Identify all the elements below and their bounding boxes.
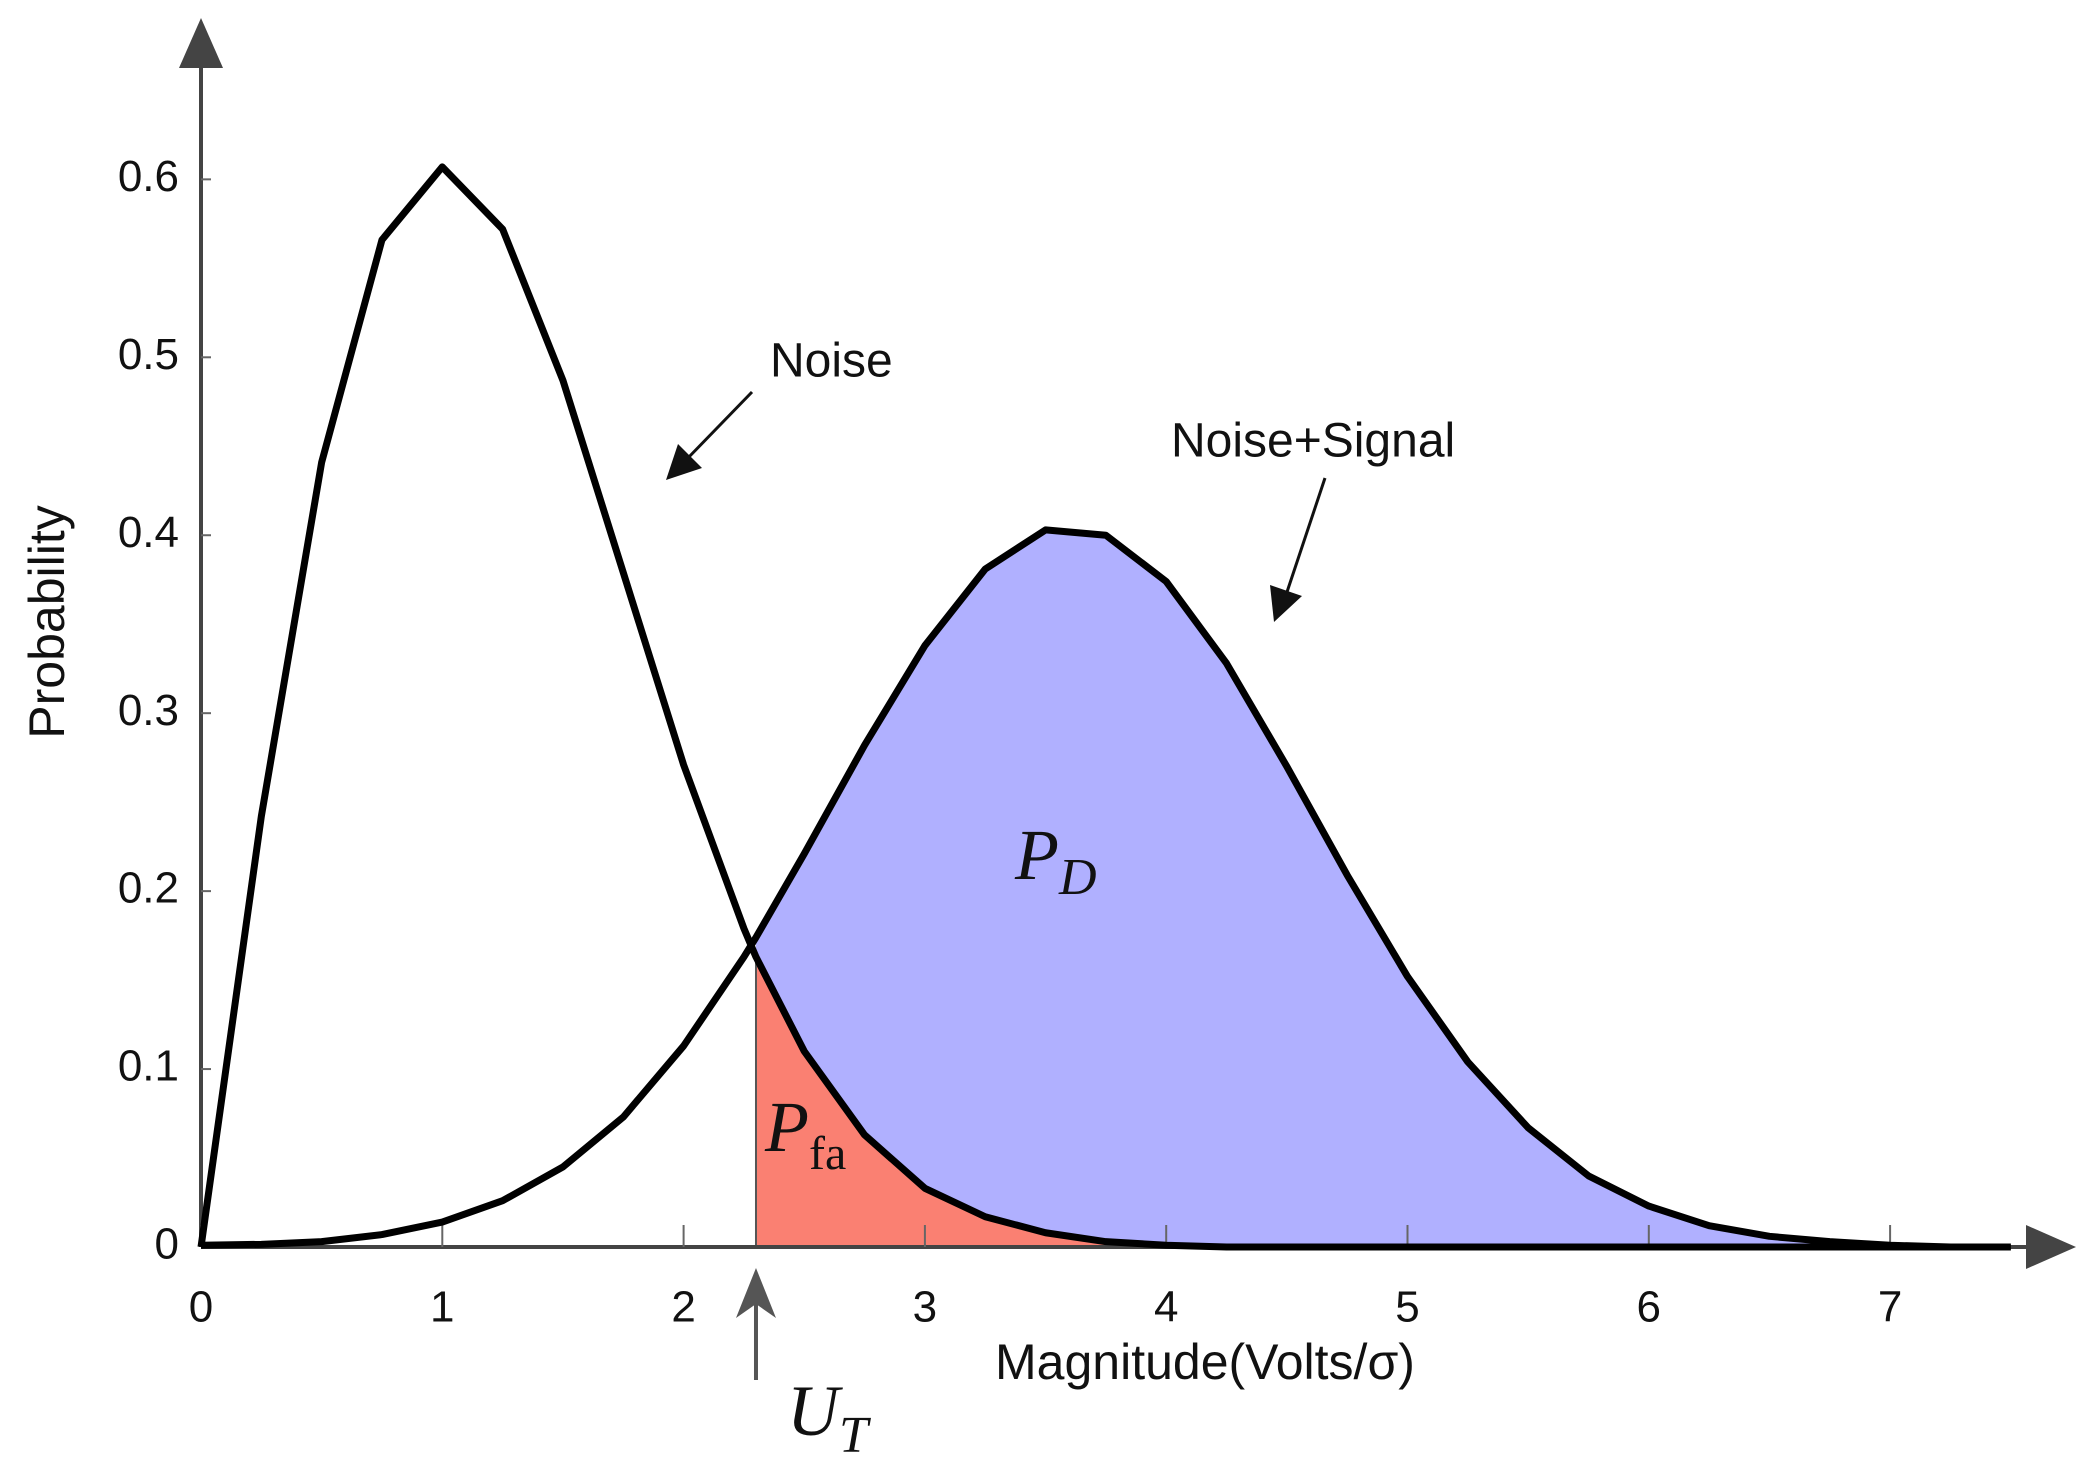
y-tick-label: 0.4 (118, 508, 179, 557)
curve (200, 526, 2011, 1251)
y-tick-label: 0.5 (118, 330, 179, 379)
signal-arrow (1284, 477, 1327, 596)
x-axis-arrow (2026, 1225, 2076, 1269)
noise-arrow (684, 390, 754, 462)
false-alarm-area (755, 956, 2011, 1247)
pfa-label: Pfa (764, 1087, 846, 1181)
x-tick-label: 0 (189, 1283, 213, 1332)
signal-annotation: Noise+Signal (1171, 415, 1455, 468)
y-tick-label: 0.1 (118, 1042, 179, 1091)
noise-arrowhead (666, 444, 702, 480)
x-axis-label: Magnitude(Volts/σ) (995, 1334, 1415, 1390)
x-tick-label: 1 (430, 1283, 454, 1332)
fills (755, 529, 2011, 1247)
y-tick-label: 0.3 (118, 686, 179, 735)
y-axis-label: Probability (19, 505, 75, 738)
x-tick-label: 7 (1878, 1283, 1902, 1332)
pd-p: P (1014, 815, 1059, 895)
curve (197, 163, 2011, 1251)
x-tick-label: 6 (1637, 1283, 1661, 1332)
pd-sub: D (1058, 849, 1097, 906)
pfa-p: P (764, 1087, 809, 1167)
y-tick-label: 0.2 (118, 864, 179, 913)
threshold-label: UT (787, 1371, 871, 1464)
ut-sub: T (839, 1407, 871, 1464)
x-tick-label: 2 (671, 1283, 695, 1332)
y-tick-label: 0 (155, 1220, 179, 1269)
noise-annotation: Noise (770, 335, 893, 388)
threshold-arrowhead (735, 1268, 776, 1318)
x-tick-label: 4 (1154, 1283, 1178, 1332)
y-tick-label: 0.6 (118, 152, 179, 201)
x-tick-label: 5 (1395, 1283, 1419, 1332)
y-axis-arrow (179, 18, 223, 68)
signal-arrowhead (1270, 585, 1302, 622)
detection-area (755, 529, 2011, 1247)
x-tick-label: 3 (913, 1283, 937, 1332)
pfa-sub: fa (809, 1127, 846, 1180)
pd-label: PD (1014, 815, 1097, 906)
ut-u: U (787, 1371, 843, 1451)
